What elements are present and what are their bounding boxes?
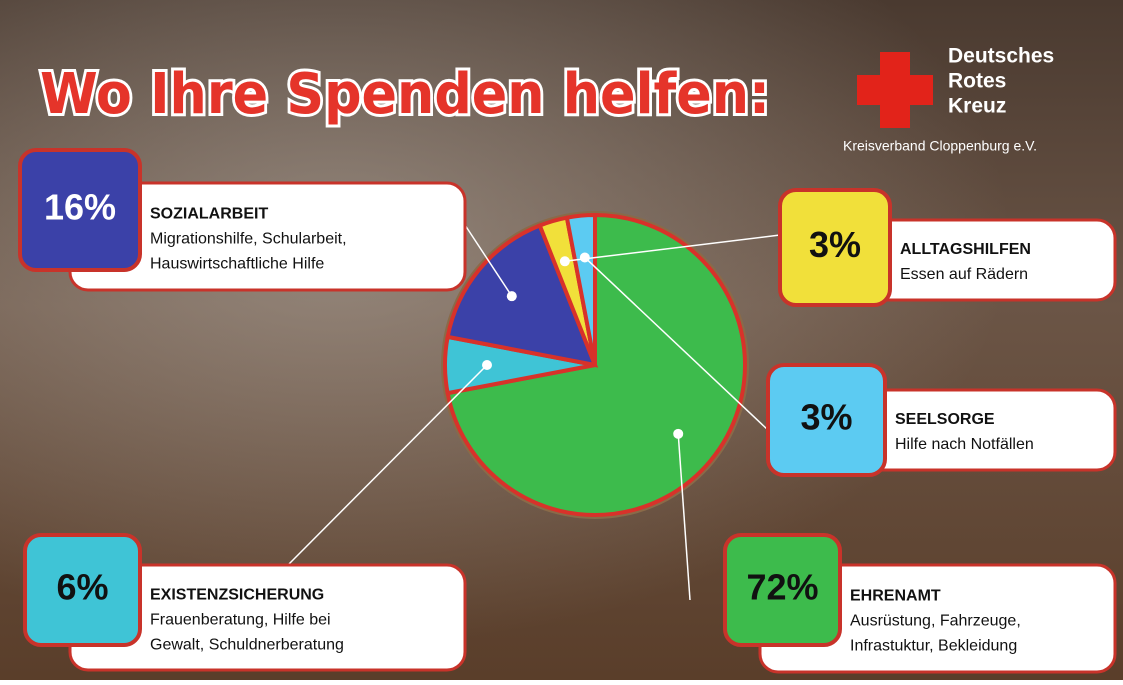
chart-title: Wo Ihre Spenden helfen: [40,62,770,127]
leader-line [584,256,769,431]
category-label: EHRENAMT [850,588,941,605]
leader-dot [579,252,590,263]
percent-square [766,363,887,477]
pie-slice [564,212,597,366]
leader-dot [673,428,684,439]
description-line: Migrationshilfe, Schularbeit, [150,231,347,248]
description-line: Essen auf Rädern [900,266,1028,283]
leader-line [677,433,691,601]
percent-label: 3% [800,397,852,438]
percent-square [778,188,892,307]
percent-square [723,533,842,647]
percent-label: 16% [44,187,116,228]
leader-line [464,224,513,297]
cross-horizontal [857,75,933,105]
description-line: Gewalt, Schuldnerberatung [150,637,344,654]
pie [441,211,749,519]
logo-line: Rotes [948,70,1006,93]
pie-slice [445,222,599,368]
red-cross-logo [857,52,933,128]
description-line: Infrastuktur, Bekleidung [850,638,1017,655]
percent-square [23,533,142,647]
logo-subtitle: Kreisverband Cloppenburg e.V. [843,138,1037,154]
category-label: SEELSORGE [895,411,995,428]
percent-square [18,148,142,272]
category-label: EXISTENZSICHERUNG [150,587,324,604]
leader-dot [559,256,570,267]
logo-line: Deutsches [948,45,1054,68]
leader-line [287,364,488,566]
description-line: Frauenberatung, Hilfe bei [150,612,331,629]
description-line: Ausrüstung, Fahrzeuge, [850,613,1021,630]
leader-dot [482,360,492,370]
logo-line: Kreuz [948,95,1006,118]
category-label: ALLTAGSHILFEN [900,241,1031,258]
label-box [858,388,1117,472]
leader-dot [506,291,517,302]
description-line: Hauswirtschaftliche Hilfe [150,256,324,273]
description-line: Hilfe nach Notfällen [895,436,1034,453]
percent-label: 3% [809,224,861,265]
leader-line [564,234,781,263]
callouts: 72% EHRENAMT Ausrüstung, Fahrzeuge, Infrast… [18,148,1117,674]
category-label: SOZIALARBEIT [150,206,268,223]
label-box [858,218,1117,302]
percent-label: 6% [56,567,108,608]
percent-label: 72% [746,567,818,608]
